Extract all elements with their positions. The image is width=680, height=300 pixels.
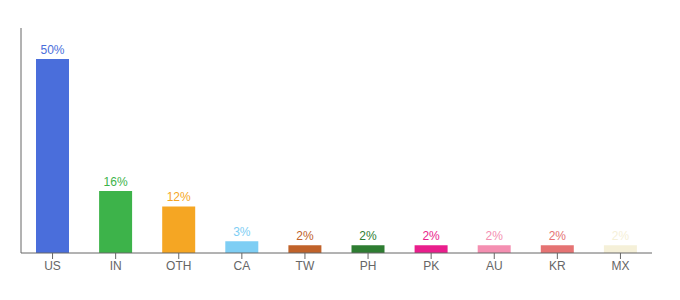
svg-text:AU: AU: [486, 259, 503, 273]
svg-text:2%: 2%: [296, 229, 314, 243]
svg-text:50%: 50%: [40, 43, 64, 57]
svg-text:KR: KR: [549, 259, 566, 273]
svg-text:PK: PK: [423, 259, 439, 273]
svg-text:2%: 2%: [549, 229, 567, 243]
svg-text:PH: PH: [360, 259, 377, 273]
svg-text:MX: MX: [611, 259, 629, 273]
svg-text:3%: 3%: [233, 225, 251, 239]
svg-text:2%: 2%: [359, 229, 377, 243]
svg-text:TW: TW: [296, 259, 315, 273]
svg-text:16%: 16%: [104, 175, 128, 189]
svg-text:12%: 12%: [167, 190, 191, 204]
svg-text:2%: 2%: [486, 229, 504, 243]
svg-text:IN: IN: [110, 259, 122, 273]
svg-text:2%: 2%: [612, 229, 630, 243]
svg-text:2%: 2%: [422, 229, 440, 243]
svg-text:US: US: [44, 259, 61, 273]
svg-text:OTH: OTH: [166, 259, 191, 273]
svg-text:CA: CA: [234, 259, 251, 273]
